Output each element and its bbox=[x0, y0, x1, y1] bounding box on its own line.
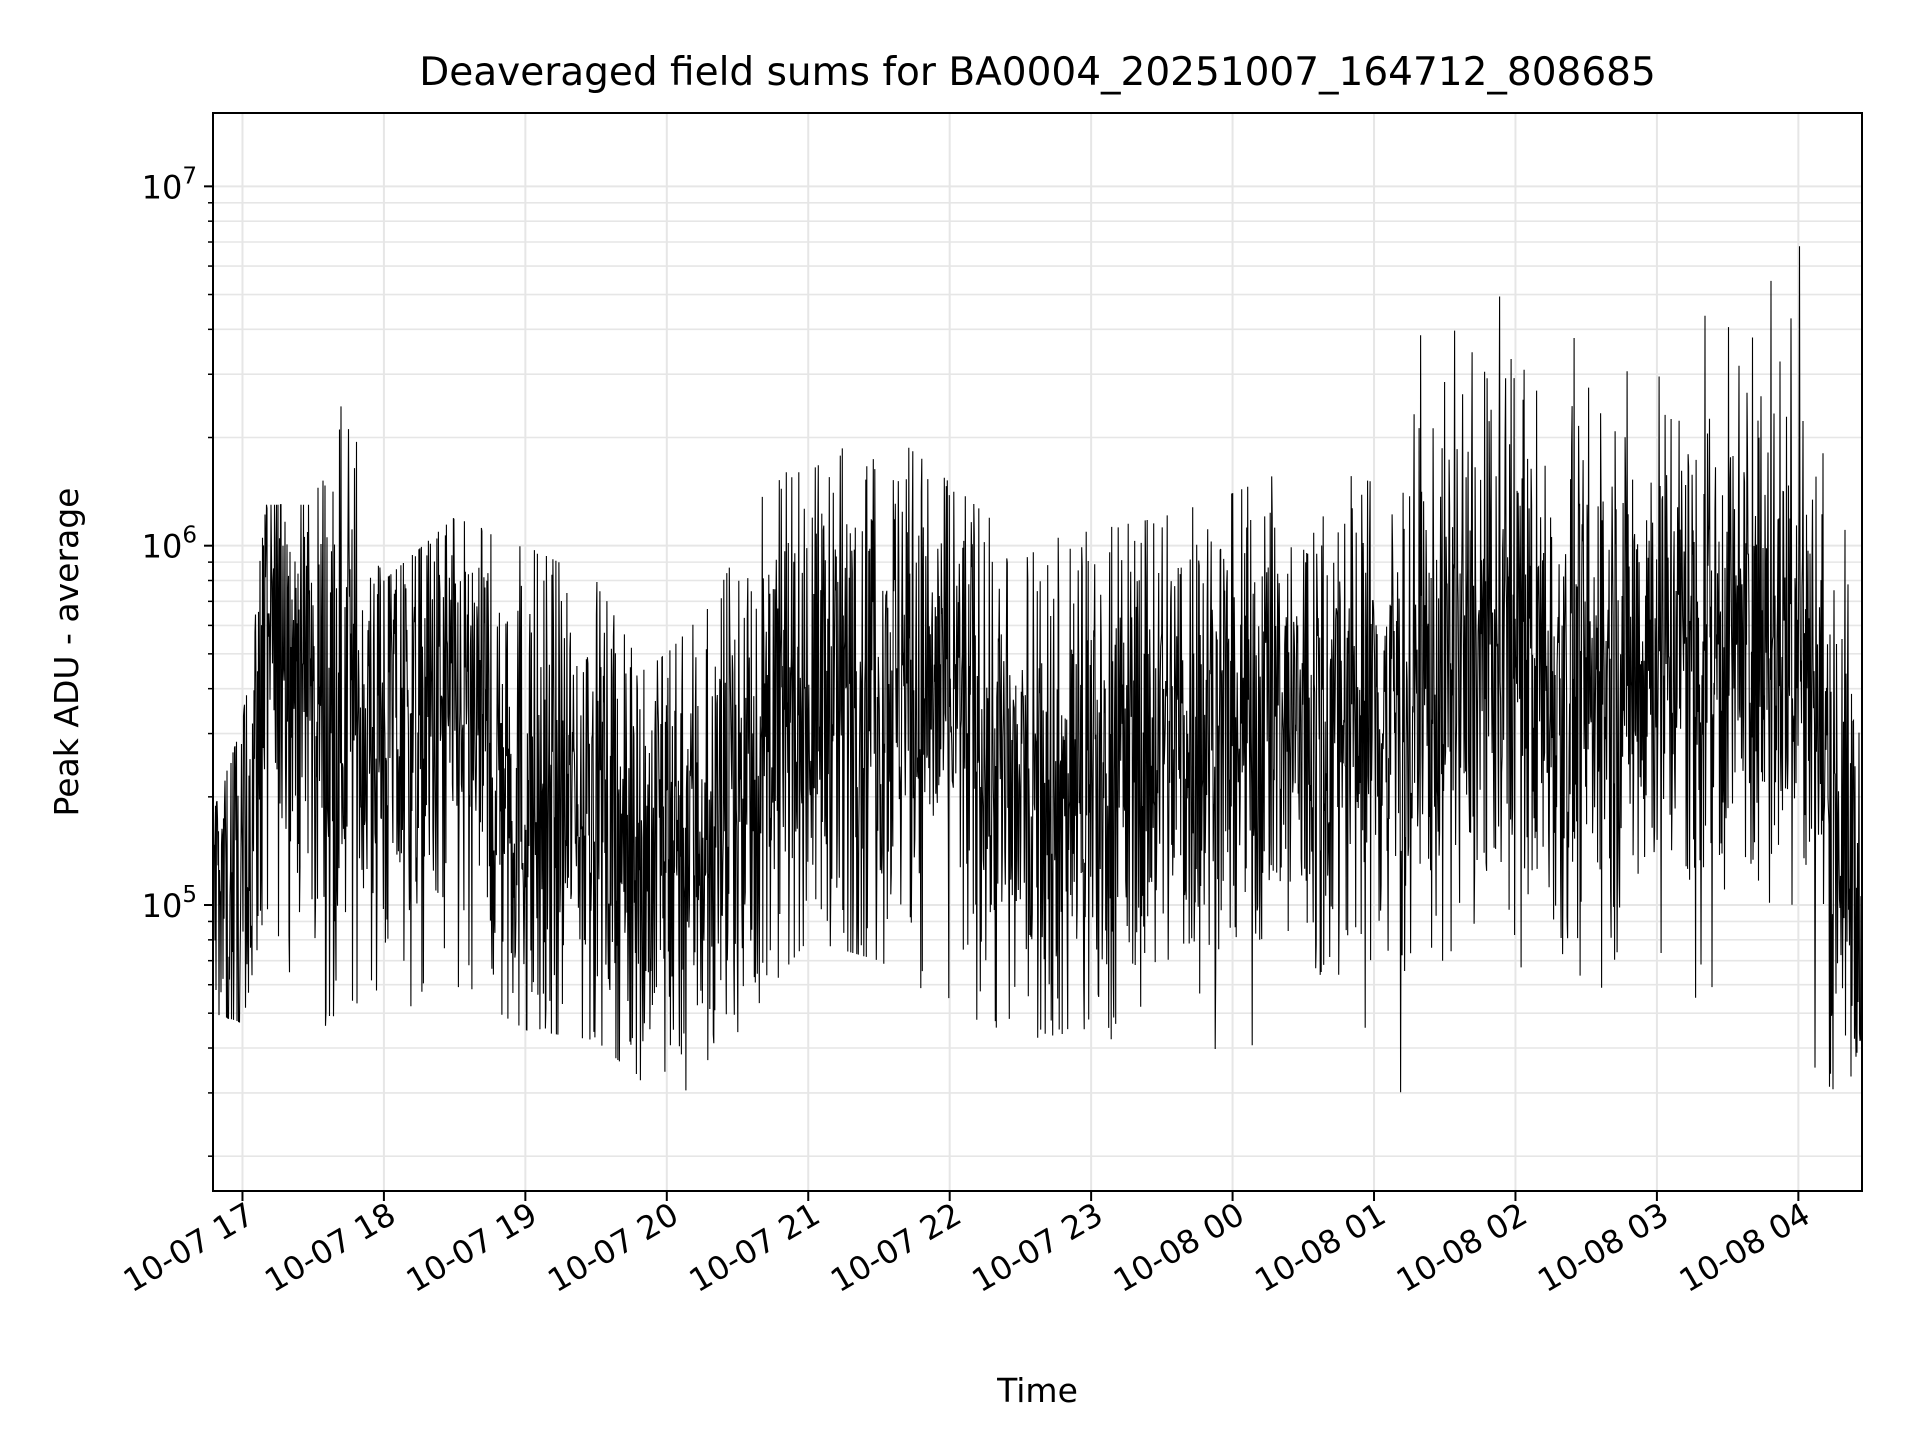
series-line bbox=[212, 246, 1863, 1093]
y-tick-label: 107 bbox=[142, 163, 197, 206]
x-tick-label: 10-08 02 bbox=[1390, 1195, 1534, 1300]
x-tick-label: 10-07 17 bbox=[117, 1195, 261, 1300]
x-tick-label: 10-08 01 bbox=[1248, 1195, 1392, 1300]
x-tick-label: 10-08 00 bbox=[1107, 1195, 1251, 1300]
x-tick-label: 10-07 19 bbox=[400, 1195, 544, 1300]
plot-area bbox=[212, 246, 1863, 1093]
x-axis-label: Time bbox=[996, 1371, 1078, 1410]
y-tick-label: 105 bbox=[142, 882, 197, 925]
x-tick-label: 10-08 04 bbox=[1673, 1195, 1817, 1300]
x-tick-label: 10-07 18 bbox=[258, 1195, 402, 1300]
x-tick-label: 10-08 03 bbox=[1531, 1195, 1675, 1300]
x-tick-label: 10-07 21 bbox=[683, 1195, 827, 1300]
x-tick-label: 10-07 23 bbox=[966, 1195, 1110, 1300]
chart-title: Deaveraged field sums for BA0004_2025100… bbox=[419, 50, 1656, 95]
y-axis-label: Peak ADU - average bbox=[47, 488, 86, 817]
y-tick-label: 106 bbox=[142, 523, 197, 566]
x-tick-label: 10-07 22 bbox=[824, 1195, 968, 1300]
axes-frame bbox=[212, 112, 1863, 1192]
x-tick-label: 10-07 20 bbox=[541, 1195, 685, 1300]
